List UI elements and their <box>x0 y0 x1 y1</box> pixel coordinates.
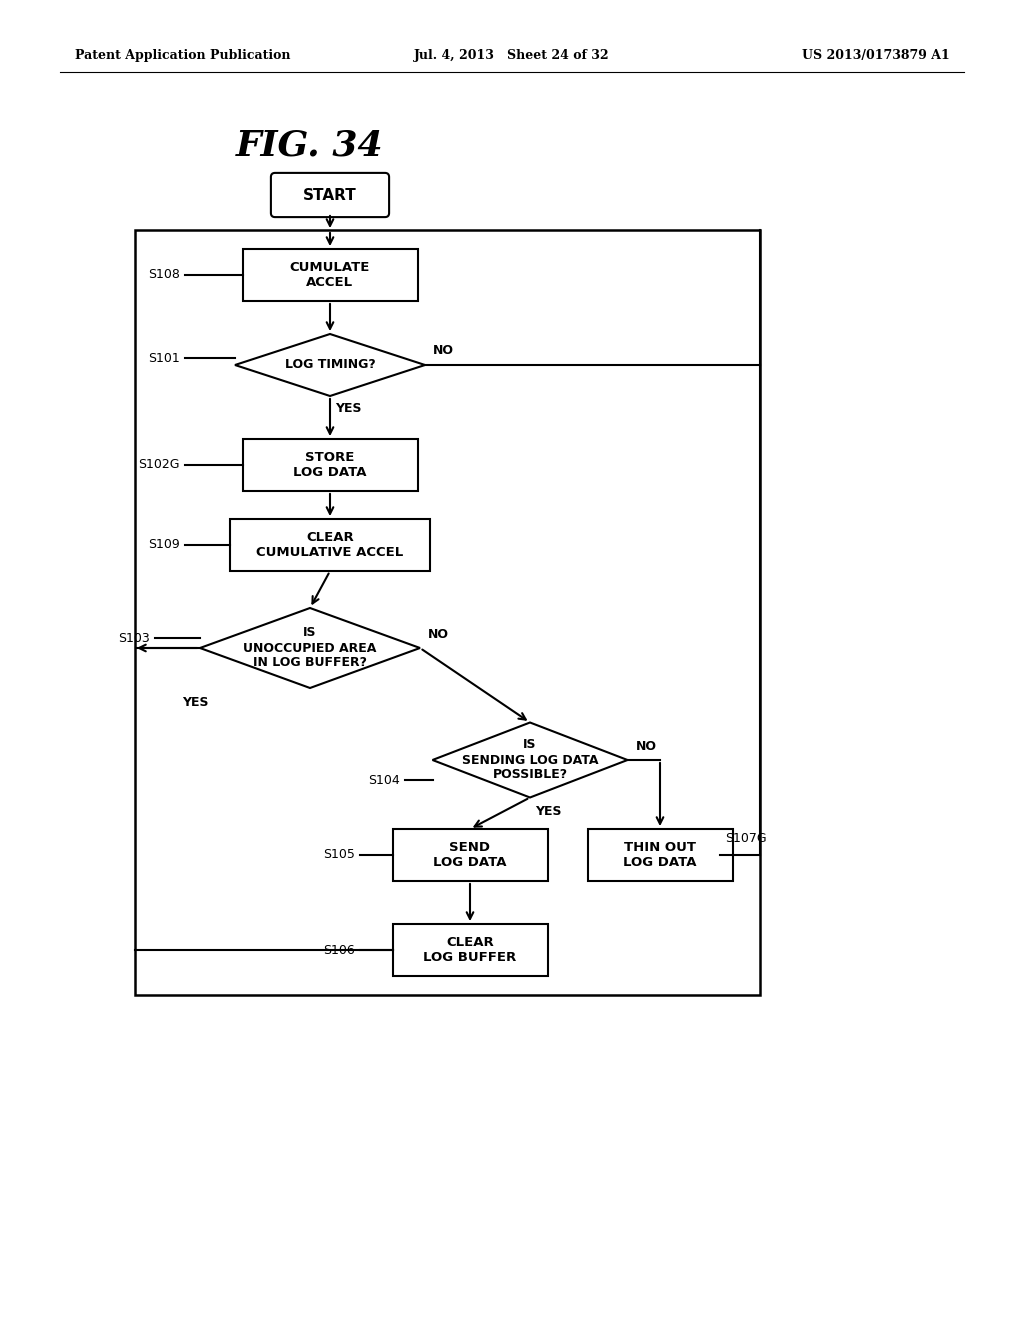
Bar <box>392 829 548 880</box>
Text: S108: S108 <box>148 268 180 281</box>
Text: STORE
LOG DATA: STORE LOG DATA <box>293 451 367 479</box>
Text: CLEAR
LOG BUFFER: CLEAR LOG BUFFER <box>423 936 517 964</box>
Text: NO: NO <box>428 627 449 640</box>
Text: YES: YES <box>335 401 361 414</box>
Text: NO: NO <box>636 739 656 752</box>
Text: S101: S101 <box>148 351 180 364</box>
Text: THIN OUT
LOG DATA: THIN OUT LOG DATA <box>624 841 696 869</box>
Polygon shape <box>432 722 628 797</box>
Bar <box>230 519 430 572</box>
Text: CLEAR
CUMULATIVE ACCEL: CLEAR CUMULATIVE ACCEL <box>256 531 403 558</box>
FancyBboxPatch shape <box>271 173 389 216</box>
Polygon shape <box>234 334 425 396</box>
Text: Patent Application Publication: Patent Application Publication <box>75 49 291 62</box>
Text: S106: S106 <box>324 944 355 957</box>
Text: YES: YES <box>535 805 561 818</box>
Text: NO: NO <box>433 345 454 358</box>
Text: Jul. 4, 2013   Sheet 24 of 32: Jul. 4, 2013 Sheet 24 of 32 <box>414 49 610 62</box>
Text: S105: S105 <box>324 849 355 862</box>
Text: S109: S109 <box>148 539 180 552</box>
Text: S103: S103 <box>118 631 150 644</box>
Text: FIG. 34: FIG. 34 <box>237 128 384 162</box>
Bar <box>243 249 418 301</box>
Text: IS
UNOCCUPIED AREA
IN LOG BUFFER?: IS UNOCCUPIED AREA IN LOG BUFFER? <box>244 627 377 669</box>
Bar <box>135 230 760 995</box>
Text: S107G: S107G <box>725 832 767 845</box>
Text: IS
SENDING LOG DATA
POSSIBLE?: IS SENDING LOG DATA POSSIBLE? <box>462 738 598 781</box>
Text: LOG TIMING?: LOG TIMING? <box>285 359 376 371</box>
Text: YES: YES <box>181 696 208 709</box>
Text: CUMULATE
ACCEL: CUMULATE ACCEL <box>290 261 371 289</box>
Text: US 2013/0173879 A1: US 2013/0173879 A1 <box>802 49 950 62</box>
Text: S102G: S102G <box>138 458 180 471</box>
Text: START: START <box>303 187 357 202</box>
Bar <box>588 829 732 880</box>
Bar <box>392 924 548 975</box>
Bar <box>243 440 418 491</box>
Polygon shape <box>200 609 420 688</box>
Text: S104: S104 <box>369 774 400 787</box>
Text: SEND
LOG DATA: SEND LOG DATA <box>433 841 507 869</box>
